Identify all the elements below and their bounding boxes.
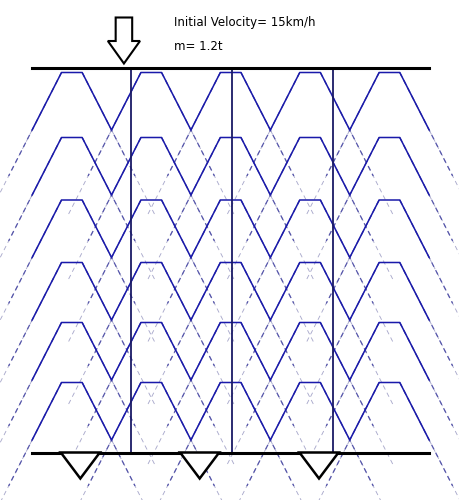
- Polygon shape: [180, 452, 219, 478]
- Polygon shape: [299, 452, 338, 478]
- Text: Initial Velocity= 15km/h: Initial Velocity= 15km/h: [174, 16, 316, 29]
- Text: m= 1.2t: m= 1.2t: [174, 40, 223, 52]
- Polygon shape: [108, 18, 140, 64]
- Polygon shape: [61, 452, 100, 478]
